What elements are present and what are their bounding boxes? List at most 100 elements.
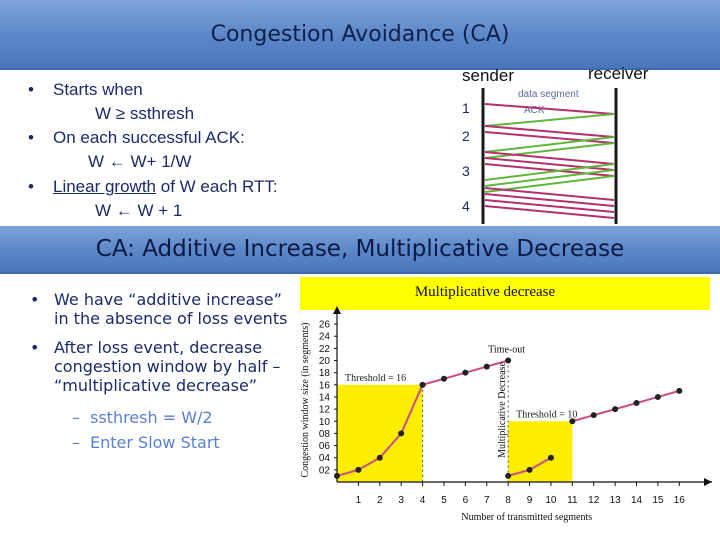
x-tick-label: 4 [420, 495, 426, 506]
data-point [505, 357, 512, 364]
y-tick-label: 26 [319, 320, 331, 331]
x-tick-label: 3 [398, 495, 404, 506]
linear-growth-rest: of W each RTT: [156, 177, 278, 196]
data-point [547, 454, 554, 461]
figure-banner-label: Multiplicative decrease [414, 284, 556, 300]
x-axis-label: Number of transmitted segments [461, 512, 592, 523]
y-tick-label: 16 [319, 380, 331, 391]
multiplicative-decrease-axis-label: Multiplicative Decrease [497, 362, 508, 458]
y-tick-label: 02 [319, 465, 331, 476]
x-tick-label: 10 [545, 495, 557, 506]
data-point [505, 472, 512, 479]
y-tick-label: 08 [319, 429, 331, 440]
ack-arrow [484, 142, 615, 159]
y-tick-label: 24 [319, 332, 331, 343]
bullet-on-ack: On each successful ACK: [53, 128, 245, 147]
data-point [569, 418, 576, 425]
data-point [376, 454, 383, 461]
data-segment-arrow [484, 151, 615, 165]
y-tick-label: 06 [319, 441, 331, 452]
data-segment-arrow [484, 205, 615, 219]
segment-arrows [484, 103, 615, 219]
formula-ack-increment: W ← W+ 1/W [88, 152, 192, 171]
y-tick-label: 12 [319, 405, 331, 416]
y-tick-label: 14 [319, 392, 331, 403]
data-segment-arrow [484, 187, 615, 201]
data-segment-arrow [484, 103, 615, 115]
bullet-linear-growth: Linear growth of W each RTT: [53, 177, 278, 197]
data-point [462, 369, 469, 376]
x-tick-label: 11 [567, 495, 578, 506]
data-segment-label: data segment [518, 89, 579, 100]
y-tick-label: 20 [319, 356, 331, 367]
y-axis-label: Congestion window size (in segments) [300, 323, 311, 478]
title-banner-top [0, 0, 720, 70]
data-point [633, 400, 640, 407]
bullet-marker: • [30, 338, 40, 357]
x-tick-label: 15 [652, 495, 664, 506]
data-point [612, 406, 619, 413]
round-label: 2 [462, 128, 470, 144]
data-segment-arrow [484, 125, 615, 138]
figure-banner [300, 277, 710, 310]
bullet-additive-increase: We have “additive increase” in the absen… [54, 290, 288, 328]
bullet-marker: • [28, 80, 34, 99]
data-segment-arrow [484, 163, 615, 177]
bullet-marker: • [28, 128, 34, 147]
data-segment-arrow [484, 199, 615, 213]
sub-bullet-slow-start: Enter Slow Start [90, 433, 220, 452]
threshold-label: Threshold = 16 [345, 373, 406, 384]
data-point [676, 387, 683, 394]
slide-title-congestion-avoidance: Congestion Avoidance (CA) [210, 22, 510, 47]
slide-title-aimd: CA: Additive Increase, Multiplicative De… [95, 236, 625, 262]
data-point [654, 393, 661, 400]
data-segment-arrow [484, 193, 615, 207]
timeout-annotation: Time-out [488, 345, 525, 356]
threshold-region [337, 384, 423, 482]
y-axis-arrow [333, 306, 341, 314]
bullet-loss-event: After loss event, decrease congestion wi… [54, 338, 281, 395]
series-line [572, 389, 680, 423]
round-label: 3 [462, 163, 470, 179]
x-tick-label: 5 [441, 495, 447, 506]
sub-bullet-ssthresh: ssthresh = W/2 [90, 408, 213, 427]
ack-arrow [484, 163, 615, 181]
bullet-marker: • [30, 290, 40, 309]
data-point [334, 472, 340, 479]
data-point [398, 430, 405, 437]
x-tick-label: 12 [588, 495, 600, 506]
formula-rtt-increment: W ← W + 1 [95, 201, 183, 220]
ack-label: ACK [524, 105, 545, 116]
data-point [355, 466, 362, 473]
x-tick-label: 6 [463, 495, 469, 506]
x-tick-label: 13 [610, 495, 622, 506]
x-tick-label: 2 [377, 495, 383, 506]
linear-growth-underlined: Linear growth [53, 177, 157, 196]
ack-arrow [484, 169, 615, 187]
y-tick-label: 22 [319, 344, 331, 355]
bullet-marker: • [28, 177, 34, 196]
y-tick-label: 18 [319, 368, 331, 379]
y-tick-label: 10 [319, 417, 331, 428]
data-segment-arrow [484, 131, 615, 144]
round-label: 4 [462, 198, 470, 214]
x-tick-label: 16 [674, 495, 686, 506]
bullet-starts-when: Starts when [53, 80, 143, 99]
receiver-label: receiver [588, 64, 649, 83]
ack-arrow [484, 113, 615, 127]
threshold-label: Threshold = 10 [516, 409, 577, 420]
dash-marker: – [72, 408, 80, 427]
ack-arrow [484, 136, 615, 153]
title-banner-bottom [0, 226, 720, 274]
round-label: 1 [462, 100, 470, 116]
x-tick-label: 8 [505, 495, 511, 506]
x-tick-label: 1 [356, 495, 362, 506]
data-point [419, 381, 426, 388]
data-point [526, 466, 533, 473]
y-tick-label: 04 [319, 453, 331, 464]
data-segment-arrow [484, 157, 615, 171]
formula-ssthresh: W ≥ ssthresh [95, 104, 195, 123]
x-tick-label: 14 [631, 495, 643, 506]
